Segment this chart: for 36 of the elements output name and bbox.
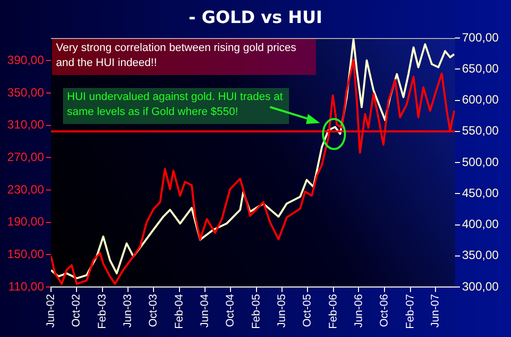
x-tick-label: Jun-02 (45, 294, 58, 328)
y2-tick-label: 650,00 (462, 61, 500, 76)
x-tick-label: Jun-03 (122, 294, 134, 328)
y2-tick-label: 450,00 (462, 186, 500, 200)
x-tick-label: Feb-03 (96, 294, 109, 329)
annotation: HUI undervalued against gold. HUI trades at same levels as if Gold where $550! (63, 88, 289, 124)
y2-tick-label: 300,00 (462, 279, 500, 294)
y-tick-label: 230,00 (7, 182, 44, 196)
x-tick-label: Oct-06 (378, 294, 390, 328)
x-tick-label: Jun-06 (352, 294, 365, 328)
x-tick-label: Feb-06 (327, 294, 340, 329)
x-tick-label: Feb-07 (404, 294, 416, 329)
x-tick-label: Oct-04 (224, 294, 237, 328)
x-tick-label: Feb-04 (174, 294, 186, 329)
x-tick-label: Feb-05 (250, 294, 263, 329)
y2-tick-label: 350,00 (462, 248, 500, 262)
y-tick-label: 150,00 (7, 246, 44, 261)
y2-tick-label: 600,00 (462, 92, 500, 107)
annotation: Very strong correlation between rising gold prices and the HUI indeed!! (52, 39, 316, 75)
x-tick-label: Jun-07 (430, 294, 442, 328)
x-tick-label: Oct-03 (148, 294, 160, 328)
y2-tick-label: 700,00 (462, 30, 500, 44)
y2-tick-label: 500,00 (462, 154, 500, 169)
x-tick-label: Jun-04 (199, 294, 212, 328)
y-tick-label: 350,00 (7, 85, 44, 100)
x-tick-label: Oct-02 (70, 294, 83, 328)
chart-title: - GOLD vs HUI (188, 8, 324, 28)
y-tick-label: 110,00 (8, 279, 44, 294)
y-tick-label: 310,00 (7, 118, 44, 132)
y2-tick-label: 550,00 (462, 124, 500, 138)
y-tick-label: 190,00 (7, 214, 44, 229)
x-tick-label: Jun-05 (276, 294, 288, 328)
y-tick-label: 270,00 (7, 150, 44, 164)
y2-tick-label: 400,00 (462, 217, 500, 232)
x-tick-label: Oct-05 (302, 294, 314, 328)
y-tick-label: 390,00 (7, 52, 44, 67)
